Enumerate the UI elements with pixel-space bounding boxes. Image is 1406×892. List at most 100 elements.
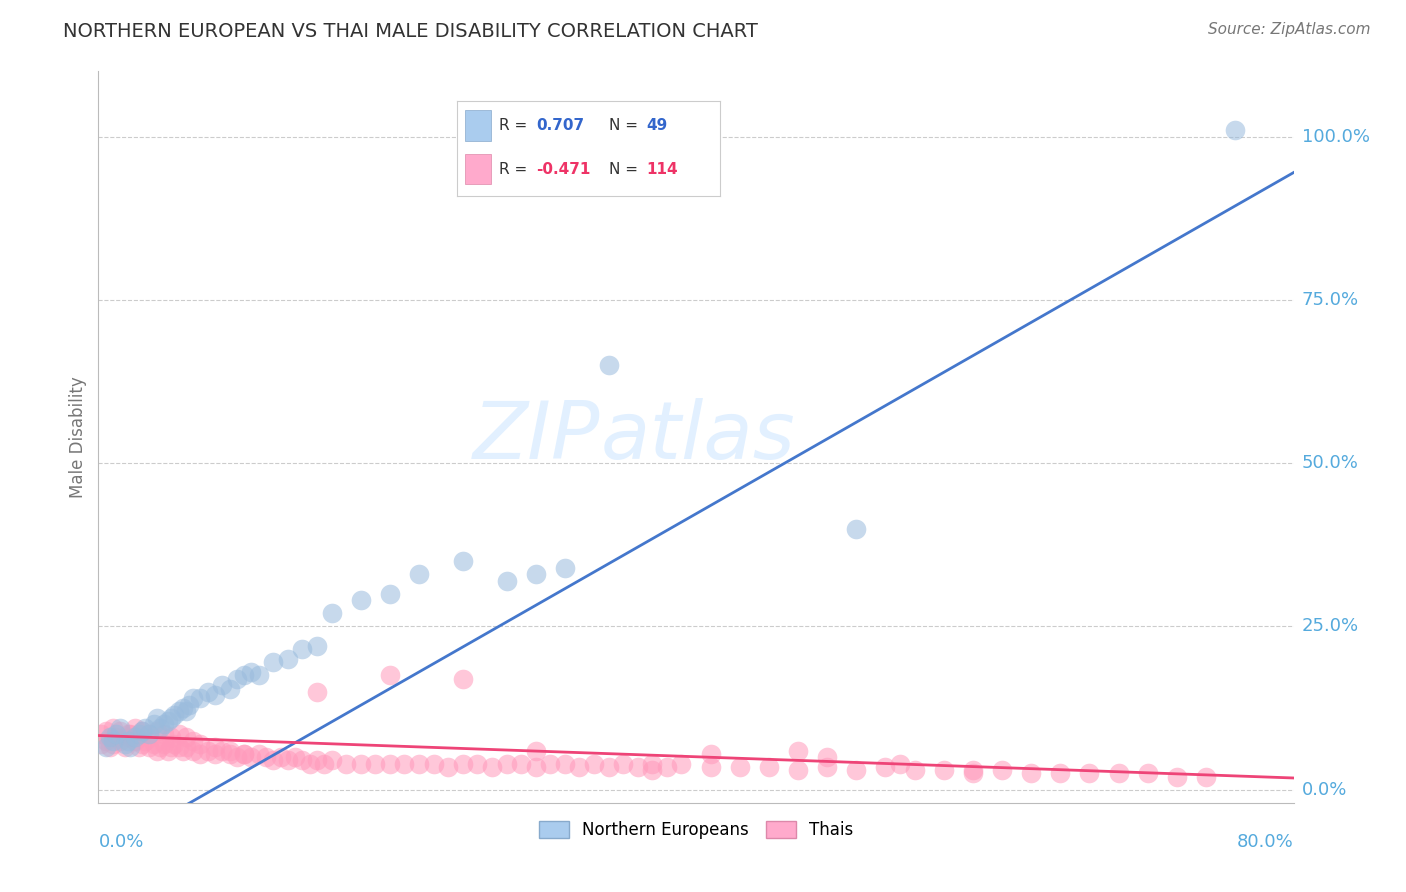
Point bbox=[163, 707, 186, 722]
Point bbox=[962, 763, 984, 777]
Point bbox=[145, 711, 167, 725]
Point bbox=[90, 737, 112, 751]
Point bbox=[481, 760, 503, 774]
Text: 80.0%: 80.0% bbox=[1237, 833, 1294, 851]
Point bbox=[142, 717, 165, 731]
Point bbox=[305, 639, 328, 653]
Point bbox=[124, 731, 146, 745]
Point bbox=[149, 721, 172, 735]
Point bbox=[101, 733, 124, 747]
Point bbox=[378, 668, 401, 682]
Point bbox=[1225, 123, 1247, 137]
Point bbox=[233, 668, 256, 682]
Point bbox=[962, 766, 984, 780]
Point bbox=[153, 717, 176, 731]
Point bbox=[225, 672, 247, 686]
Point bbox=[408, 756, 430, 771]
Point bbox=[101, 737, 124, 751]
Point bbox=[124, 721, 146, 735]
Point bbox=[305, 685, 328, 699]
Point bbox=[314, 756, 336, 771]
Point bbox=[90, 727, 112, 741]
Point bbox=[110, 721, 132, 735]
Point bbox=[815, 760, 838, 774]
Point bbox=[218, 743, 240, 757]
Point bbox=[163, 737, 186, 751]
Point bbox=[394, 756, 416, 771]
Point bbox=[655, 760, 678, 774]
Point bbox=[627, 760, 650, 774]
Point bbox=[153, 727, 176, 741]
Point bbox=[422, 756, 444, 771]
Point bbox=[104, 727, 127, 741]
Point bbox=[142, 737, 165, 751]
Point bbox=[101, 721, 124, 735]
Point bbox=[378, 756, 401, 771]
Point bbox=[1136, 766, 1159, 780]
Point bbox=[277, 753, 299, 767]
Point bbox=[538, 756, 561, 771]
Point bbox=[298, 756, 321, 771]
Point bbox=[225, 750, 247, 764]
Point bbox=[467, 756, 489, 771]
Point bbox=[364, 756, 387, 771]
Legend: Northern Europeans, Thais: Northern Europeans, Thais bbox=[531, 814, 860, 846]
Point bbox=[845, 763, 868, 777]
Point bbox=[233, 747, 256, 761]
Text: 75.0%: 75.0% bbox=[1302, 291, 1360, 309]
Point bbox=[160, 731, 183, 745]
Point bbox=[117, 727, 139, 741]
Point bbox=[134, 733, 156, 747]
Point bbox=[758, 760, 780, 774]
Point bbox=[104, 731, 127, 745]
Text: 0.0%: 0.0% bbox=[1302, 780, 1347, 798]
Point bbox=[321, 607, 343, 621]
Text: Source: ZipAtlas.com: Source: ZipAtlas.com bbox=[1208, 22, 1371, 37]
Point bbox=[138, 740, 160, 755]
Point bbox=[262, 753, 284, 767]
Point bbox=[554, 756, 576, 771]
Y-axis label: Male Disability: Male Disability bbox=[69, 376, 87, 498]
Point bbox=[128, 727, 150, 741]
Point bbox=[889, 756, 911, 771]
Point bbox=[110, 733, 132, 747]
Point bbox=[177, 698, 200, 712]
Point bbox=[991, 763, 1014, 777]
Text: 50.0%: 50.0% bbox=[1302, 454, 1358, 472]
Point bbox=[204, 688, 226, 702]
Point bbox=[181, 733, 204, 747]
Point bbox=[291, 642, 314, 657]
Point bbox=[167, 740, 190, 755]
Point bbox=[120, 727, 142, 741]
Point bbox=[174, 705, 197, 719]
Point bbox=[641, 756, 664, 771]
Point bbox=[149, 740, 172, 755]
Point bbox=[94, 740, 117, 755]
Point bbox=[167, 705, 190, 719]
Point bbox=[197, 685, 219, 699]
Text: 100.0%: 100.0% bbox=[1302, 128, 1369, 145]
Point bbox=[510, 756, 533, 771]
Point bbox=[240, 750, 263, 764]
Point bbox=[254, 750, 277, 764]
Point bbox=[598, 358, 620, 372]
Text: NORTHERN EUROPEAN VS THAI MALE DISABILITY CORRELATION CHART: NORTHERN EUROPEAN VS THAI MALE DISABILIT… bbox=[63, 22, 758, 41]
Point bbox=[378, 587, 401, 601]
Point bbox=[218, 747, 240, 761]
Point bbox=[787, 743, 810, 757]
Point bbox=[524, 743, 547, 757]
Point bbox=[335, 756, 357, 771]
Point bbox=[932, 763, 955, 777]
Point bbox=[211, 743, 233, 757]
Point bbox=[408, 567, 430, 582]
Point bbox=[451, 672, 474, 686]
Point bbox=[204, 747, 226, 761]
Point bbox=[160, 711, 183, 725]
Point bbox=[160, 740, 183, 755]
Point bbox=[875, 760, 897, 774]
Point bbox=[181, 691, 204, 706]
Point bbox=[190, 737, 212, 751]
Point bbox=[247, 668, 270, 682]
Point bbox=[699, 747, 721, 761]
Point bbox=[190, 691, 212, 706]
